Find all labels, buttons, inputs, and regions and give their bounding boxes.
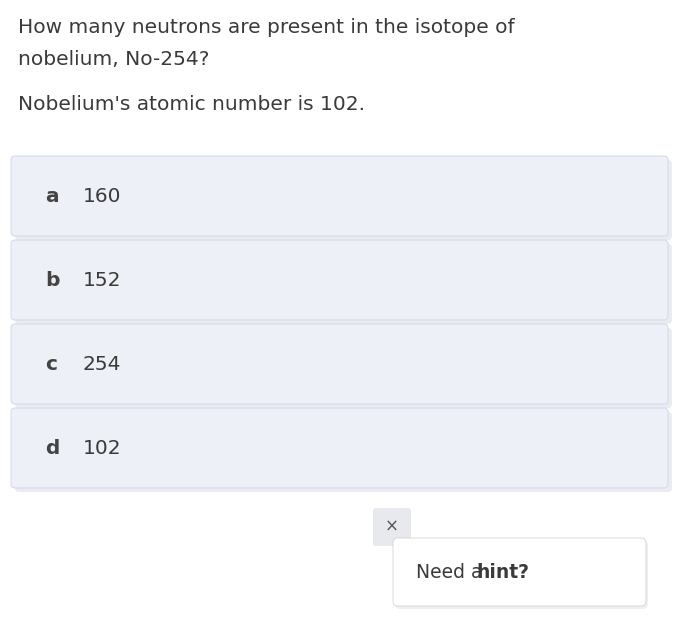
FancyBboxPatch shape	[11, 408, 668, 488]
Text: 102: 102	[83, 438, 122, 458]
Text: 152: 152	[83, 270, 122, 290]
Text: c: c	[45, 355, 57, 373]
Text: Nobelium's atomic number is 102.: Nobelium's atomic number is 102.	[18, 95, 365, 114]
FancyBboxPatch shape	[15, 160, 672, 240]
Text: 254: 254	[83, 355, 122, 373]
Text: hint?: hint?	[476, 562, 529, 582]
Text: How many neutrons are present in the isotope of: How many neutrons are present in the iso…	[18, 18, 515, 37]
Text: a: a	[45, 187, 58, 205]
FancyBboxPatch shape	[395, 541, 648, 609]
FancyBboxPatch shape	[15, 244, 672, 324]
Text: 160: 160	[83, 187, 122, 205]
FancyBboxPatch shape	[11, 240, 668, 320]
Text: d: d	[45, 438, 59, 458]
Text: ×: ×	[385, 518, 399, 536]
Text: nobelium, No-254?: nobelium, No-254?	[18, 50, 209, 69]
FancyBboxPatch shape	[15, 412, 672, 492]
FancyBboxPatch shape	[393, 538, 646, 606]
FancyBboxPatch shape	[373, 508, 411, 546]
FancyBboxPatch shape	[11, 156, 668, 236]
FancyBboxPatch shape	[15, 328, 672, 408]
Text: b: b	[45, 270, 60, 290]
Text: Need a: Need a	[416, 562, 488, 582]
FancyBboxPatch shape	[11, 324, 668, 404]
